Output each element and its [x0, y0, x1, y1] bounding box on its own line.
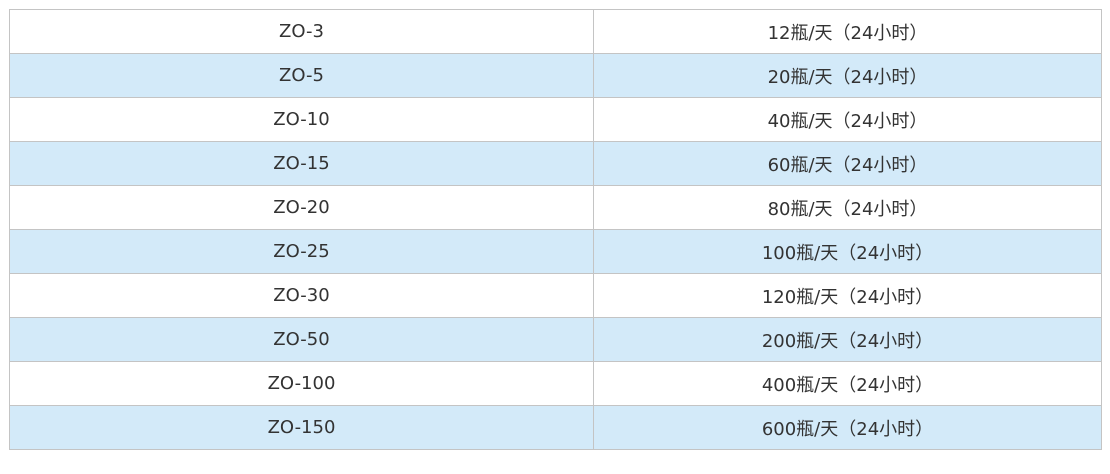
spec-table: ZO-3 12瓶/天（24小时） ZO-5 20瓶/天（24小时） ZO-10 40瓶/天… [9, 9, 1102, 450]
capacity-cell: 12瓶/天（24小时） [593, 9, 1102, 54]
model-cell: ZO-50 [9, 317, 594, 362]
model-cell: ZO-5 [9, 53, 594, 98]
capacity-cell: 60瓶/天（24小时） [593, 141, 1102, 186]
capacity-cell: 100瓶/天（24小时） [593, 229, 1102, 274]
capacity-cell: 120瓶/天（24小时） [593, 273, 1102, 318]
table-row: ZO-15 60瓶/天（24小时） [9, 141, 1102, 186]
model-cell: ZO-20 [9, 185, 594, 230]
model-cell: ZO-30 [9, 273, 594, 318]
model-cell: ZO-10 [9, 97, 594, 142]
table-row: ZO-10 40瓶/天（24小时） [9, 97, 1102, 142]
table-row: ZO-150 600瓶/天（24小时） [9, 405, 1102, 450]
table-row: ZO-25 100瓶/天（24小时） [9, 229, 1102, 274]
model-cell: ZO-25 [9, 229, 594, 274]
table-row: ZO-100 400瓶/天（24小时） [9, 361, 1102, 406]
capacity-cell: 400瓶/天（24小时） [593, 361, 1102, 406]
model-cell: ZO-150 [9, 405, 594, 450]
table-row: ZO-30 120瓶/天（24小时） [9, 273, 1102, 318]
model-cell: ZO-100 [9, 361, 594, 406]
capacity-cell: 40瓶/天（24小时） [593, 97, 1102, 142]
capacity-cell: 600瓶/天（24小时） [593, 405, 1102, 450]
table-row: ZO-20 80瓶/天（24小时） [9, 185, 1102, 230]
table-row: ZO-50 200瓶/天（24小时） [9, 317, 1102, 362]
capacity-cell: 200瓶/天（24小时） [593, 317, 1102, 362]
table-row: ZO-3 12瓶/天（24小时） [9, 9, 1102, 54]
capacity-cell: 20瓶/天（24小时） [593, 53, 1102, 98]
model-cell: ZO-3 [9, 9, 594, 54]
model-cell: ZO-15 [9, 141, 594, 186]
table-row: ZO-5 20瓶/天（24小时） [9, 53, 1102, 98]
capacity-cell: 80瓶/天（24小时） [593, 185, 1102, 230]
